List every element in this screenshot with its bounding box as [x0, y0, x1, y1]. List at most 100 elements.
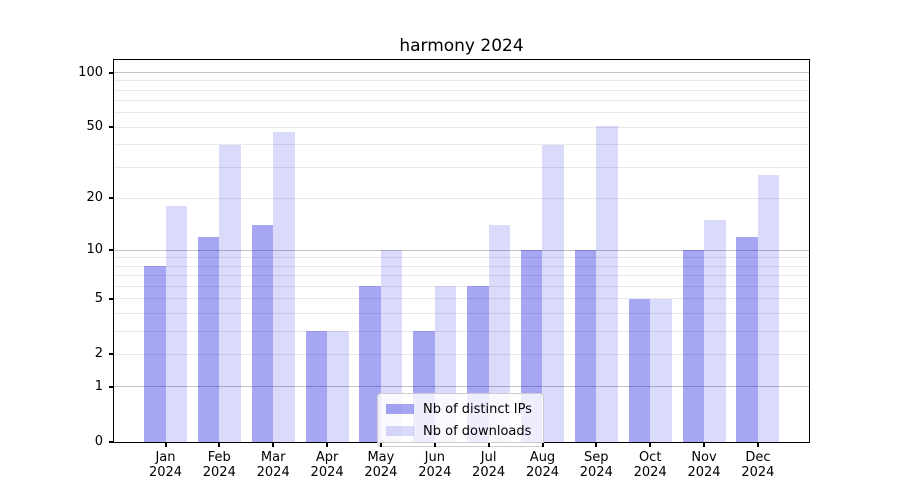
legend: Nb of distinct IPs Nb of downloads	[377, 393, 544, 447]
x-tick-label-jun: Jun 2024	[404, 450, 466, 480]
y-tick-label-0: 0	[94, 434, 103, 449]
x-tick-label-jul: Jul 2024	[458, 450, 520, 480]
gridline-90	[114, 80, 809, 82]
bar-distinct-ips-nov	[682, 250, 704, 442]
gridline-1	[114, 386, 809, 387]
gridline-100	[114, 72, 809, 73]
gridline-70	[114, 100, 809, 102]
bar-downloads-oct	[650, 298, 672, 442]
y-tick-label-5: 5	[94, 290, 103, 306]
gridline-80	[114, 89, 809, 91]
bar-downloads-feb	[219, 144, 241, 442]
y-tick-mark-10	[109, 249, 113, 251]
x-tick-month: May	[367, 450, 395, 465]
bar-downloads-nov	[704, 220, 726, 442]
gridline-8	[114, 265, 809, 267]
gridline-40	[114, 144, 809, 146]
x-tick-month: Mar	[260, 450, 286, 465]
x-tick-month: Jul	[480, 450, 497, 465]
x-tick-month: Nov	[691, 450, 717, 465]
bar-downloads-aug	[542, 144, 564, 442]
x-tick-month: Jan	[155, 450, 176, 465]
x-tick-month: Oct	[638, 450, 662, 465]
bar-distinct-ips-oct	[628, 298, 651, 442]
x-tick-year: 2024	[472, 465, 506, 480]
bar-downloads-sep	[596, 125, 618, 442]
gridline-4	[114, 312, 809, 314]
legend-entry-downloads: Nb of downloads	[386, 422, 534, 440]
x-tick-mark-apr	[326, 443, 329, 447]
x-tick-month: Feb	[207, 450, 231, 465]
gridline-20	[114, 197, 809, 199]
y-tick-mark-50	[109, 126, 113, 129]
y-tick-mark-2	[109, 353, 113, 355]
y-tick-label-100: 100	[78, 64, 103, 80]
x-tick-year: 2024	[525, 465, 560, 480]
x-tick-mark-feb	[218, 443, 221, 447]
y-tick-label-10: 10	[86, 242, 103, 257]
x-tick-label-may: May 2024	[350, 450, 412, 480]
gridline-50	[114, 126, 809, 128]
gridline-60	[114, 112, 809, 114]
x-tick-year: 2024	[741, 465, 775, 480]
y-tick-mark-20	[109, 197, 113, 200]
legend-entry-distinct-ips: Nb of distinct IPs	[386, 400, 534, 418]
gridline-10	[114, 249, 809, 251]
x-tick-mark-sep	[595, 443, 598, 447]
y-tick-mark-5	[109, 297, 113, 300]
x-tick-year: 2024	[148, 465, 183, 480]
x-tick-year: 2024	[310, 465, 344, 480]
y-tick-label-1: 1	[94, 378, 103, 394]
gridline-5	[114, 298, 809, 299]
x-tick-mark-jun	[433, 443, 436, 447]
x-tick-year: 2024	[633, 465, 667, 480]
x-tick-year: 2024	[418, 465, 452, 480]
gridline-7	[114, 275, 809, 276]
bar-distinct-ips-feb	[197, 236, 220, 442]
x-tick-mark-nov	[703, 443, 705, 447]
x-tick-label-sep: Sep 2024	[565, 450, 627, 480]
x-tick-label-mar: Mar 2024	[242, 450, 304, 480]
x-tick-mark-dec	[756, 443, 759, 447]
bar-downloads-dec	[757, 175, 780, 442]
x-tick-mark-oct	[649, 443, 652, 447]
chart-title: harmony 2024	[399, 36, 524, 56]
x-tick-year: 2024	[687, 465, 721, 480]
x-tick-label-apr: Apr 2024	[296, 450, 358, 480]
x-tick-mark-mar	[272, 443, 275, 447]
y-tick-mark-100	[109, 71, 113, 74]
x-tick-year: 2024	[579, 465, 613, 480]
x-tick-year: 2024	[364, 465, 398, 480]
bar-downloads-apr	[327, 331, 349, 442]
legend-label-distinct-ips: Nb of distinct IPs	[423, 401, 532, 417]
bar-distinct-ips-dec	[736, 236, 758, 442]
plot-area: Nb of distinct IPs Nb of downloads	[113, 59, 810, 447]
y-tick-mark-1	[109, 385, 113, 388]
bar-distinct-ips-jan	[144, 266, 166, 442]
x-tick-mark-aug	[541, 443, 544, 447]
y-tick-label-20: 20	[86, 190, 103, 206]
bar-downloads-jan	[165, 206, 187, 442]
gridline-2	[114, 353, 809, 355]
x-tick-label-feb: Feb 2024	[188, 450, 250, 480]
y-tick-label-2: 2	[94, 346, 103, 361]
bar-distinct-ips-mar	[251, 225, 274, 442]
legend-label-downloads: Nb of downloads	[423, 423, 532, 439]
y-tick-mark-0	[109, 441, 113, 443]
x-tick-mark-jan	[164, 443, 167, 447]
x-tick-label-nov: Nov 2024	[673, 450, 735, 480]
bar-distinct-ips-apr	[305, 331, 328, 442]
bar-downloads-jul	[488, 225, 511, 442]
gridline-6	[114, 285, 809, 287]
bar-downloads-mar	[273, 132, 295, 442]
legend-swatch-downloads	[386, 426, 414, 436]
y-tick-label-50: 50	[86, 119, 103, 135]
gridline-9	[114, 257, 809, 259]
gridline-30	[114, 166, 809, 168]
x-tick-month: Jun	[424, 450, 445, 465]
x-tick-month: Apr	[315, 450, 339, 465]
bar-distinct-ips-may	[359, 286, 381, 442]
x-tick-label-oct: Oct 2024	[619, 450, 681, 480]
x-tick-label-aug: Aug 2024	[512, 450, 574, 480]
